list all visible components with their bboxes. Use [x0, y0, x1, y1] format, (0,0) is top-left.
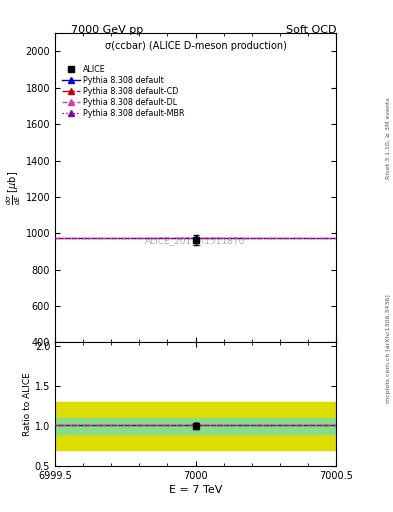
- Bar: [55, 418, 336, 434]
- Y-axis label: $\frac{d\sigma}{dE}$ [$\mu$b]: $\frac{d\sigma}{dE}$ [$\mu$b]: [4, 170, 23, 205]
- Text: σ(ccbar) (ALICE D-meson production): σ(ccbar) (ALICE D-meson production): [105, 41, 286, 51]
- Text: Rivet 3.1.10, ≥ 3M events: Rivet 3.1.10, ≥ 3M events: [386, 97, 391, 179]
- Bar: [55, 402, 336, 450]
- Text: Soft QCD: Soft QCD: [286, 25, 336, 35]
- Text: mcplots.cern.ch [arXiv:1306.3436]: mcplots.cern.ch [arXiv:1306.3436]: [386, 294, 391, 402]
- Text: ALICE_2017_I1511870: ALICE_2017_I1511870: [145, 236, 246, 245]
- Y-axis label: Ratio to ALICE: Ratio to ALICE: [23, 372, 32, 436]
- Legend: ALICE, Pythia 8.308 default, Pythia 8.308 default-CD, Pythia 8.308 default-DL, P: ALICE, Pythia 8.308 default, Pythia 8.30…: [62, 65, 184, 118]
- X-axis label: E = 7 TeV: E = 7 TeV: [169, 485, 222, 495]
- Text: 7000 GeV pp: 7000 GeV pp: [71, 25, 143, 35]
